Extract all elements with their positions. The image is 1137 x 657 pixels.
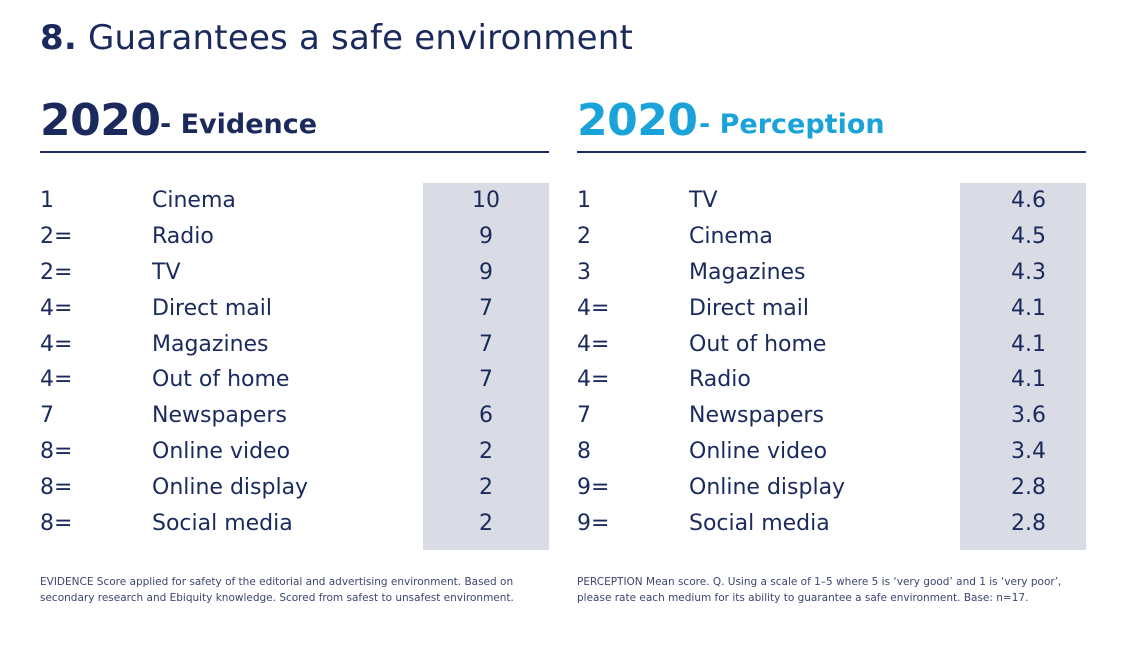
table-row: 8= Social media 2	[40, 511, 549, 547]
medium-cell: Online video	[152, 439, 291, 465]
rank-cell: 1	[40, 188, 54, 213]
rank-cell: 7	[40, 403, 54, 429]
rank-cell: 1	[577, 188, 591, 213]
table-row: 8= Online video 2	[40, 439, 549, 475]
medium-cell: Direct mail	[689, 295, 810, 321]
medium-cell: Social media	[152, 511, 293, 537]
score-cell: 4.5	[1011, 223, 1046, 249]
evidence-table: 1 Cinema 10 2= Radio 9 2= TV 9 4= Direct mail 7 4= Ma…	[40, 183, 549, 550]
rank-cell: 2	[577, 223, 591, 249]
rank-cell: 7	[577, 403, 591, 429]
score-cell: 2.8	[1011, 511, 1046, 537]
score-cell: 10	[472, 188, 500, 213]
rank-cell: 9=	[577, 475, 610, 501]
score-cell: 2	[479, 511, 493, 537]
table-row: 1 TV 4.6	[577, 188, 1086, 224]
rank-cell: 4=	[577, 367, 610, 393]
evidence-score-column-bg	[423, 183, 549, 550]
medium-cell: Cinema	[152, 188, 236, 213]
medium-cell: TV	[689, 188, 718, 213]
perception-rows: 1 TV 4.6 2 Cinema 4.5 3 Magazines 4.3 4= Direct ma…	[577, 188, 1086, 547]
medium-cell: Direct mail	[152, 295, 273, 321]
rank-cell: 8=	[40, 475, 73, 501]
table-row: 3 Magazines 4.3	[577, 260, 1086, 296]
medium-cell: Out of home	[152, 367, 290, 393]
medium-cell: Magazines	[152, 331, 269, 357]
table-row: 4= Out of home 4.1	[577, 332, 1086, 368]
score-cell: 4.1	[1011, 367, 1046, 393]
score-cell: 2.8	[1011, 475, 1046, 501]
score-cell: 2	[479, 439, 493, 465]
rank-cell: 4=	[577, 295, 610, 321]
medium-cell: Social media	[689, 511, 830, 537]
score-cell: 7	[479, 331, 493, 357]
medium-cell: Online display	[152, 475, 309, 501]
evidence-label: - Evidence	[160, 109, 318, 140]
score-cell: 4.3	[1011, 259, 1046, 285]
score-cell: 7	[479, 367, 493, 393]
evidence-rows: 1 Cinema 10 2= Radio 9 2= TV 9 4= Direct mail 7 4= Ma…	[40, 188, 549, 547]
table-row: 2= TV 9	[40, 260, 549, 296]
table-row: 1 Cinema 10	[40, 188, 549, 224]
table-row: 4= Magazines 7	[40, 332, 549, 368]
rank-cell: 8=	[40, 439, 73, 465]
score-cell: 4.1	[1011, 331, 1046, 357]
score-cell: 3.6	[1011, 403, 1046, 429]
perception-year: 2020	[577, 95, 698, 146]
table-row: 4= Radio 4.1	[577, 367, 1086, 403]
table-row: 7 Newspapers 6	[40, 403, 549, 439]
rank-cell: 4=	[40, 331, 73, 357]
rank-cell: 8=	[40, 511, 73, 537]
perception-footnote: PERCEPTION Mean score. Q. Using a scale …	[577, 576, 1062, 604]
table-row: 9= Online display 2.8	[577, 475, 1086, 511]
medium-cell: Out of home	[689, 331, 827, 357]
score-cell: 9	[479, 223, 493, 249]
table-row: 4= Direct mail 4.1	[577, 296, 1086, 332]
rank-cell: 2=	[40, 223, 73, 249]
evidence-panel: 2020 - Evidence 1 Cinema 10 2= Radio 9 2= TV 9 4=…	[40, 95, 549, 550]
evidence-footnote: EVIDENCE Score applied for safety of the…	[40, 576, 514, 604]
medium-cell: Newspapers	[689, 403, 824, 429]
page-title-text: Guarantees a safe environment	[88, 18, 634, 58]
medium-cell: Online display	[689, 475, 846, 501]
medium-cell: Radio	[689, 367, 751, 393]
page-title-number: 8.	[40, 18, 77, 58]
perception-panel: 2020 - Perception 1 TV 4.6 2 Cinema 4.5 3 Magaz…	[577, 95, 1086, 550]
score-cell: 4.1	[1011, 295, 1046, 321]
table-row: 4= Out of home 7	[40, 367, 549, 403]
rank-cell: 4=	[577, 331, 610, 357]
perception-score-column-bg	[960, 183, 1086, 550]
score-cell: 9	[479, 259, 493, 285]
rank-cell: 4=	[40, 367, 73, 393]
score-cell: 3.4	[1011, 439, 1046, 465]
rank-cell: 8	[577, 439, 591, 465]
perception-table: 1 TV 4.6 2 Cinema 4.5 3 Magazines 4.3 4= Direct ma…	[577, 183, 1086, 550]
rank-cell: 4=	[40, 295, 73, 321]
table-row: 2 Cinema 4.5	[577, 224, 1086, 260]
medium-cell: Magazines	[689, 259, 806, 285]
medium-cell: TV	[152, 259, 181, 285]
medium-cell: Newspapers	[152, 403, 287, 429]
table-row: 8= Online display 2	[40, 475, 549, 511]
table-row: 8 Online video 3.4	[577, 439, 1086, 475]
perception-heading: 2020 - Perception	[577, 95, 1086, 153]
score-cell: 6	[479, 403, 493, 429]
table-row: 4= Direct mail 7	[40, 296, 549, 332]
medium-cell: Cinema	[689, 223, 773, 249]
rank-cell: 9=	[577, 511, 610, 537]
medium-cell: Radio	[152, 223, 214, 249]
evidence-year: 2020	[40, 95, 161, 146]
table-row: 7 Newspapers 3.6	[577, 403, 1086, 439]
evidence-heading: 2020 - Evidence	[40, 95, 549, 153]
medium-cell: Online video	[689, 439, 828, 465]
table-row: 9= Social media 2.8	[577, 511, 1086, 547]
score-cell: 7	[479, 295, 493, 321]
page-title: 8. Guarantees a safe environment	[40, 18, 633, 58]
score-cell: 4.6	[1011, 188, 1046, 213]
table-row: 2= Radio 9	[40, 224, 549, 260]
score-cell: 2	[479, 475, 493, 501]
rank-cell: 2=	[40, 259, 73, 285]
perception-label: - Perception	[699, 109, 885, 140]
rank-cell: 3	[577, 259, 591, 285]
